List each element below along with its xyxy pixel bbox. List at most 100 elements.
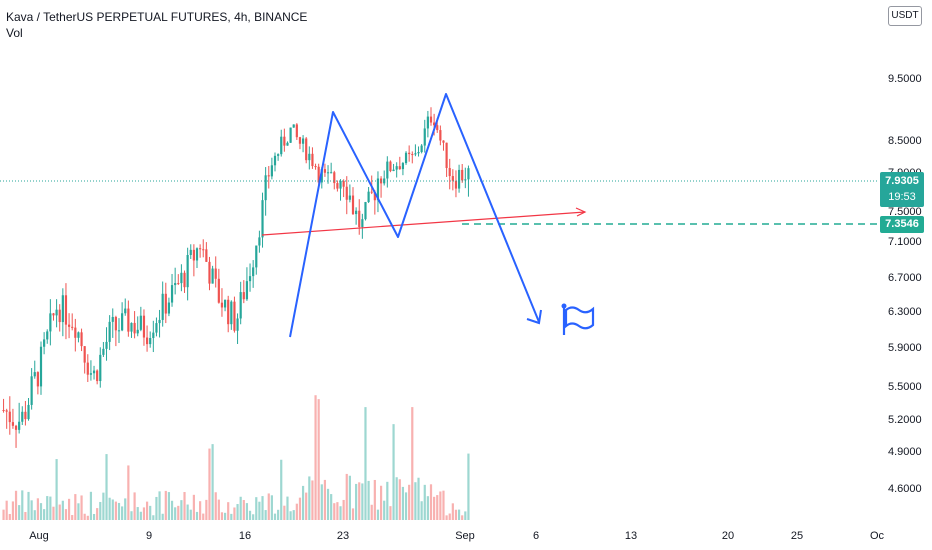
candle-body <box>373 192 376 201</box>
candle-body <box>133 322 136 334</box>
candle-body <box>192 249 195 261</box>
time-tick-label: Aug <box>29 530 49 542</box>
volume-bar <box>164 490 167 520</box>
candle-body <box>36 372 39 387</box>
volume-bar <box>323 479 327 520</box>
candle-body <box>39 346 43 387</box>
volume-bar <box>404 492 408 520</box>
candle-body <box>445 142 448 169</box>
candle-body <box>18 421 21 430</box>
candle-body <box>186 254 189 288</box>
volume-bar <box>367 480 370 520</box>
volume-bar <box>77 503 80 520</box>
currency-unit-button[interactable]: USDT <box>888 6 922 26</box>
volume-bar <box>286 496 289 520</box>
candle-body <box>202 249 205 251</box>
candle-body <box>255 245 258 268</box>
candle-body <box>89 373 93 375</box>
candle-body <box>208 261 211 284</box>
volume-bar <box>242 500 245 520</box>
candle-body <box>170 285 174 303</box>
candle-body <box>326 172 330 174</box>
target-price-value: 7.3546 <box>885 218 919 230</box>
volume-bar <box>52 506 55 520</box>
candle-body <box>223 299 227 308</box>
candle-body <box>43 339 46 347</box>
candle-body <box>420 145 423 153</box>
candle-body <box>211 268 214 284</box>
volume-bar <box>236 504 239 520</box>
volume-bar <box>280 459 283 520</box>
candle-body <box>74 327 77 338</box>
candle-body <box>367 191 370 203</box>
candle-body <box>102 348 105 355</box>
volume-bar <box>326 488 330 520</box>
candle-body <box>311 153 314 167</box>
candle-body <box>99 354 102 382</box>
volume-bar <box>183 492 186 520</box>
volume-bar <box>39 503 43 520</box>
price-tick-label: 5.2000 <box>888 414 922 426</box>
volume-bar <box>227 502 230 520</box>
candle-body <box>27 404 30 420</box>
volume-bar <box>18 505 21 520</box>
volume-bar <box>301 485 305 520</box>
price-tick-label: 7.1000 <box>888 236 922 248</box>
volume-bar <box>264 510 267 520</box>
neckline <box>261 211 586 236</box>
candle-body <box>392 169 395 172</box>
volume-bar <box>142 507 146 520</box>
volume-bar <box>43 509 46 520</box>
volume-label: Vol <box>6 26 23 40</box>
candle-body <box>426 116 429 129</box>
volume-bar <box>364 407 367 520</box>
chart-legend: Kava / TetherUS PERPETUAL FUTURES, 4h, B… <box>6 9 307 41</box>
volume-bar <box>161 513 164 520</box>
candle-body <box>139 315 142 330</box>
candle-body <box>180 272 183 284</box>
volume-bar <box>149 505 152 520</box>
volume-bar <box>457 509 461 520</box>
volume-bar <box>252 514 255 520</box>
volume-bar <box>401 486 405 520</box>
volume-bar <box>214 492 217 520</box>
volume-bar <box>298 497 302 520</box>
volume-bar <box>277 509 280 520</box>
candle-body <box>14 425 18 430</box>
volume-bar <box>33 510 36 520</box>
candle-body <box>389 161 392 172</box>
volume-bar <box>202 513 205 520</box>
candle-body <box>233 301 236 331</box>
volume-bar <box>174 507 177 520</box>
volume-bar <box>442 490 445 520</box>
candle-body <box>189 249 192 255</box>
candle-body <box>308 153 311 161</box>
volume-bar <box>392 424 395 520</box>
volume-bar <box>167 492 171 520</box>
candle-body <box>183 272 186 288</box>
volume-bar <box>429 484 433 520</box>
candle-body <box>149 338 152 345</box>
candle-body <box>436 125 439 131</box>
candle-body <box>401 163 405 170</box>
volume-bar <box>61 500 64 520</box>
candle-body <box>83 346 86 363</box>
volume-bar <box>373 479 376 520</box>
candle-body <box>280 136 283 155</box>
volume-bar <box>92 513 96 520</box>
candle-body <box>283 136 286 146</box>
candle-body <box>158 319 161 324</box>
symbol-title: Kava / TetherUS PERPETUAL FUTURES, 4h, B… <box>6 10 308 24</box>
candle-body <box>155 323 158 333</box>
volume-bar <box>320 484 323 520</box>
volume-bar <box>220 512 224 520</box>
candle-body <box>442 140 445 143</box>
time-tick-label: 25 <box>790 530 804 542</box>
candle-body <box>245 281 249 300</box>
candle-body <box>355 210 358 215</box>
candle-body <box>67 324 71 327</box>
candle-body <box>439 130 442 141</box>
volume-bar <box>2 509 5 520</box>
candle-body <box>236 318 239 331</box>
